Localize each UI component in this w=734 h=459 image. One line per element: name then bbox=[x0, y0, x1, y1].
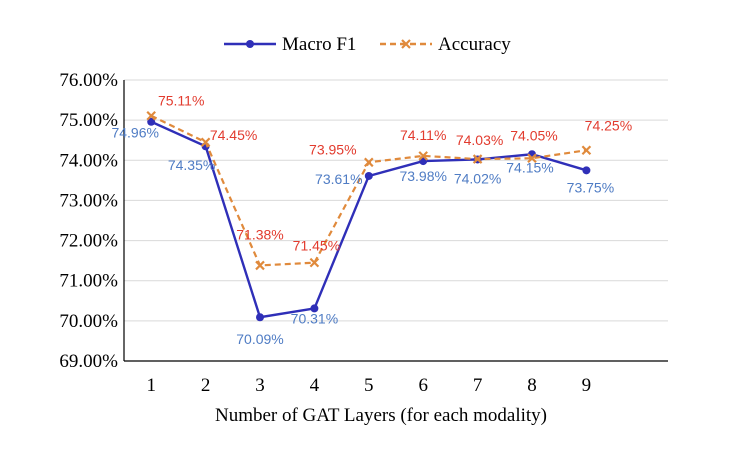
data-label: 74.05% bbox=[510, 127, 557, 143]
y-tick-label: 75.00% bbox=[59, 110, 118, 131]
data-point bbox=[200, 137, 211, 147]
marker-stroke bbox=[472, 154, 483, 164]
data-point bbox=[364, 171, 373, 180]
y-tick-label: 72.00% bbox=[59, 231, 118, 252]
y-tick-label: 69.00% bbox=[59, 351, 118, 372]
x-tick-label: 9 bbox=[582, 375, 592, 396]
data-label: 74.35% bbox=[168, 157, 215, 173]
marker-stroke bbox=[255, 260, 265, 271]
marker-stroke bbox=[146, 110, 156, 121]
data-label: 74.96% bbox=[111, 125, 158, 141]
data-label: 73.98% bbox=[399, 168, 446, 184]
marker-stroke bbox=[309, 257, 320, 268]
marker-stroke bbox=[200, 137, 211, 147]
data-label: 74.45% bbox=[210, 127, 257, 143]
data-point bbox=[418, 151, 428, 161]
axes: 69.00% 70.00% 71.00% 72.00% 73.00% 74.00% 75.0… bbox=[59, 70, 668, 396]
data-point bbox=[364, 157, 374, 168]
data-label: 71.38% bbox=[236, 226, 283, 242]
legend-marker bbox=[401, 39, 411, 49]
data-label: 70.09% bbox=[236, 331, 283, 347]
y-tick-label: 76.00% bbox=[59, 70, 118, 91]
legend-marker bbox=[246, 40, 254, 48]
legend-label: Macro F1 bbox=[282, 34, 356, 55]
x-axis-title: Number of GAT Layers (for each modality) bbox=[215, 405, 547, 426]
legend-item-accuracy: Accuracy bbox=[380, 34, 511, 55]
series-line-macro-f1 bbox=[150, 120, 587, 319]
data-point bbox=[146, 110, 156, 121]
y-tick-label: 74.00% bbox=[59, 150, 118, 171]
x-tick-label: 7 bbox=[473, 375, 483, 396]
data-label: 74.25% bbox=[585, 117, 632, 133]
x-tick-label: 4 bbox=[310, 375, 320, 396]
y-tick-label: 73.00% bbox=[59, 190, 118, 211]
data-label: 74.02% bbox=[454, 170, 501, 186]
data-label: 75.11% bbox=[158, 93, 204, 109]
legend-label: Accuracy bbox=[438, 34, 511, 55]
series bbox=[146, 110, 592, 322]
data-point bbox=[310, 304, 319, 313]
data-label: 74.15% bbox=[506, 159, 553, 175]
data-point bbox=[255, 260, 265, 271]
data-point bbox=[256, 313, 264, 322]
data-point bbox=[581, 145, 592, 156]
data-point bbox=[309, 257, 320, 268]
marker-stroke bbox=[418, 151, 428, 161]
data-label: 73.61% bbox=[315, 171, 362, 187]
marker-stroke bbox=[527, 153, 537, 164]
legend: Macro F1 Accuracy bbox=[224, 34, 511, 55]
data-label: 74.11% bbox=[400, 127, 446, 143]
legend-item-macro-f1: Macro F1 bbox=[224, 34, 356, 55]
y-tick-label: 71.00% bbox=[59, 271, 118, 292]
data-point bbox=[527, 153, 537, 164]
data-point bbox=[147, 117, 156, 126]
marker-stroke bbox=[364, 157, 374, 168]
data-label: 70.31% bbox=[291, 310, 338, 326]
y-tick-label: 70.00% bbox=[59, 311, 118, 332]
x-tick-label: 6 bbox=[418, 375, 428, 396]
marker-stroke bbox=[581, 145, 592, 156]
data-point bbox=[472, 154, 483, 164]
grid bbox=[124, 79, 668, 322]
x-tick-label: 1 bbox=[146, 375, 156, 396]
x-tick-label: 5 bbox=[364, 375, 374, 396]
x-tick-label: 2 bbox=[201, 375, 211, 396]
data-label: 73.95% bbox=[309, 141, 356, 157]
data-point bbox=[582, 166, 591, 175]
x-tick-label: 8 bbox=[527, 375, 537, 396]
data-label: 71.45% bbox=[293, 238, 340, 254]
data-labels: 74.96% 74.35% 70.09% 70.31% 73.61% 73.98% 74.0… bbox=[111, 93, 632, 348]
data-label: 74.03% bbox=[456, 132, 503, 148]
data-label: 73.75% bbox=[567, 179, 614, 195]
x-tick-label: 3 bbox=[255, 375, 265, 396]
